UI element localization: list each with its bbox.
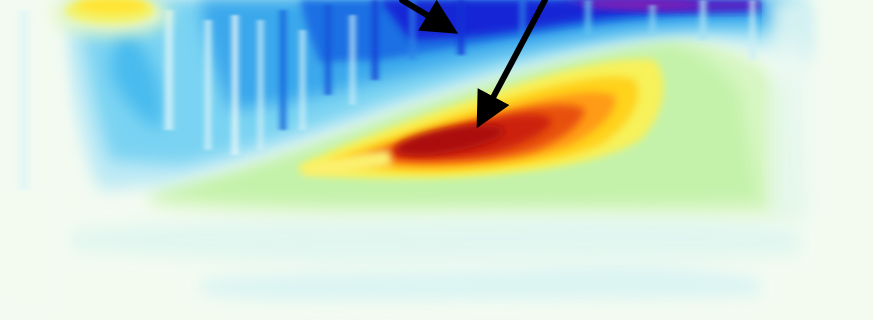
lower-faint-band bbox=[70, 214, 800, 301]
arrow-to-blue-region bbox=[399, 0, 459, 34]
yellow-ridge bbox=[300, 150, 392, 175]
arrow-to-red-peak bbox=[476, 0, 548, 129]
top-left-yellow-blob bbox=[50, 0, 170, 36]
annotation-arrows bbox=[399, 0, 548, 129]
